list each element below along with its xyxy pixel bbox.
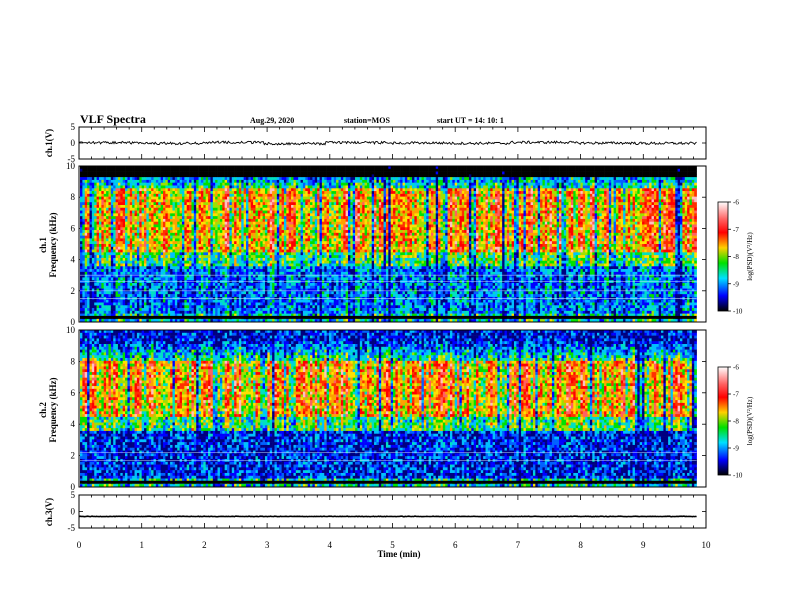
x-tick-label: 10 — [702, 540, 712, 550]
date-label: Aug.29, 2020 — [250, 116, 294, 125]
y-tick-label: 10 — [66, 161, 76, 171]
ch3-waveform-panel: 5 0 -5 — [68, 490, 707, 533]
start-time-label: start UT = 14: 10: 1 — [437, 116, 504, 125]
colorbar-label: log(PSD)(V²/Hz) — [746, 396, 754, 445]
colorbar-tick-label: -6 — [733, 364, 739, 372]
ch2-spec-ylabel-freq: Frequency (kHz) — [48, 377, 58, 442]
vlf-figure: VLF Spectra Aug.29, 2020 station=MOS sta… — [0, 0, 792, 612]
ch2-colorbar: -6 -7 -8 -9 -10 log(PSD)(V²/Hz) — [718, 364, 754, 480]
x-tick-label: 7 — [516, 540, 521, 550]
spectrogram-image — [80, 330, 697, 487]
ch2-spec-ylabel-ch: ch.2 — [38, 402, 48, 418]
y-tick-label: 8 — [71, 356, 76, 366]
colorbar-tick-label: -7 — [733, 391, 739, 399]
y-tick-label: 0 — [71, 138, 76, 148]
waveform-line — [79, 141, 697, 145]
waveform-line — [79, 516, 697, 517]
x-tick-label: 2 — [202, 540, 207, 550]
x-tick-label: 0 — [77, 540, 82, 550]
y-tick-label: -5 — [68, 523, 76, 533]
colorbar-tick-label: -8 — [733, 418, 739, 426]
y-tick-label: 0 — [71, 507, 76, 517]
colorbar-gradient — [718, 367, 728, 475]
y-tick-label: 6 — [71, 223, 76, 233]
y-tick-label: 4 — [71, 419, 76, 429]
chart-title: VLF Spectra — [80, 112, 146, 126]
x-tick-label: 3 — [265, 540, 270, 550]
y-tick-label: 8 — [71, 192, 76, 202]
colorbar-gradient — [718, 202, 728, 311]
colorbar-tick-label: -10 — [733, 308, 743, 316]
ch3-wave-ylabel: ch.3(V) — [44, 498, 54, 526]
x-axis-label: Time (min) — [377, 549, 420, 559]
y-tick-label: 5 — [71, 490, 76, 500]
y-tick-label: 10 — [66, 325, 76, 335]
x-tick-label: 8 — [578, 540, 583, 550]
ch1-wave-ylabel: ch.1(V) — [44, 129, 54, 157]
ch1-colorbar: -6 -7 -8 -9 -10 log(PSD)(V²/Hz) — [718, 199, 754, 316]
ch2-spec-ylabel: ch.2 Frequency (kHz) — [38, 377, 58, 442]
y-tick-label: 6 — [71, 388, 76, 398]
ch1-spec-ylabel: ch.1 Frequency (kHz) — [38, 212, 58, 277]
y-tick-label: 4 — [71, 255, 76, 265]
x-tick-label: 1 — [139, 540, 144, 550]
colorbar-tick-label: -9 — [733, 280, 739, 288]
station-label: station=MOS — [344, 116, 390, 125]
y-tick-label: 2 — [71, 286, 76, 296]
spectrogram-image — [80, 166, 697, 322]
ch1-waveform-panel: 50-5 — [68, 122, 707, 164]
colorbar-tick-label: -6 — [733, 199, 739, 207]
ch1-spec-ylabel-ch: ch.1 — [38, 237, 48, 253]
x-tick-label: 4 — [328, 540, 333, 550]
colorbar-tick-label: -8 — [733, 253, 739, 261]
x-tick-label: 6 — [453, 540, 458, 550]
x-tick-label: 9 — [641, 540, 646, 550]
colorbar-tick-label: -9 — [733, 445, 739, 453]
colorbar-label: log(PSD)(V²/Hz) — [746, 232, 754, 281]
y-tick-label: 5 — [71, 122, 76, 132]
colorbar-tick-label: -10 — [733, 472, 743, 480]
colorbar-tick-label: -7 — [733, 226, 739, 234]
y-tick-label: 2 — [71, 451, 76, 461]
ch1-spec-ylabel-freq: Frequency (kHz) — [48, 212, 58, 277]
